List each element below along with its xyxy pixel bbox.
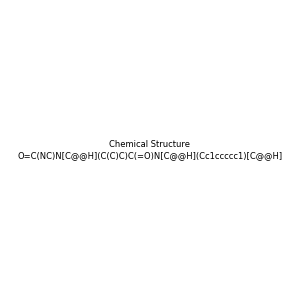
Text: Chemical Structure
O=C(NC)N[C@@H](C(C)C)C(=O)N[C@@H](Cc1ccccc1)[C@@H]: Chemical Structure O=C(NC)N[C@@H](C(C)C)…: [17, 140, 283, 160]
